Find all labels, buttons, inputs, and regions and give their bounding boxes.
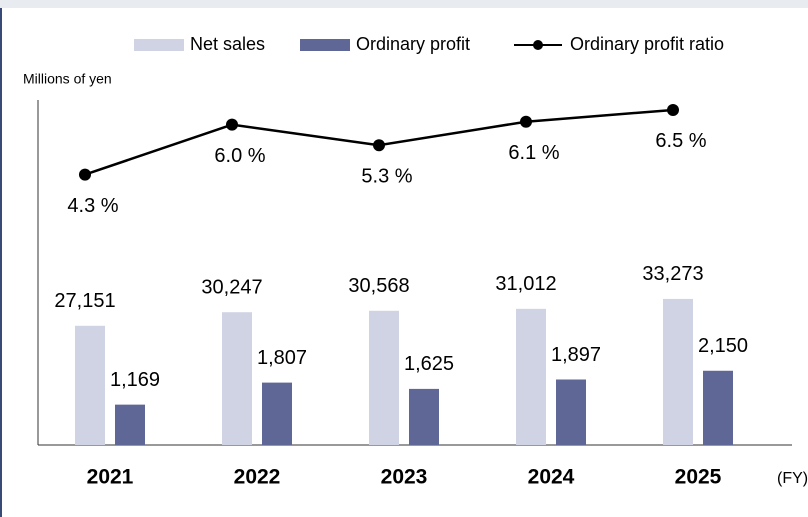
point <box>79 168 91 181</box>
bar <box>222 312 252 445</box>
value-label: 30,247 <box>201 276 262 298</box>
value-label: 6.1 % <box>508 142 559 164</box>
legend-swatch <box>533 40 543 50</box>
value-label: 27,151 <box>54 290 115 312</box>
bar <box>369 310 399 445</box>
bar <box>516 308 546 445</box>
value-label: 6.0 % <box>214 145 265 167</box>
value-label: 2,150 <box>698 335 748 357</box>
value-label: 1,169 <box>110 369 160 391</box>
x-tick-label: 2025 <box>675 466 722 489</box>
point <box>226 118 238 131</box>
legend-label: Ordinary profit ratio <box>570 34 724 54</box>
value-label: 4.3 % <box>67 195 118 217</box>
value-label: 1,897 <box>551 344 601 366</box>
bar <box>663 298 693 445</box>
point <box>520 115 532 128</box>
top-band <box>0 0 808 8</box>
point <box>373 139 385 152</box>
x-tick-label: 2023 <box>381 466 428 489</box>
value-label: 1,625 <box>404 353 454 375</box>
legend-label: Ordinary profit <box>356 34 470 54</box>
legend-swatch <box>300 39 350 51</box>
bar <box>409 388 439 445</box>
y-axis-label: Millions of yen <box>23 71 112 87</box>
value-label: 30,568 <box>348 275 409 297</box>
value-label: 1,807 <box>257 347 307 369</box>
point <box>667 103 679 116</box>
left-edge <box>0 8 2 517</box>
bar <box>703 370 733 445</box>
legend-swatch <box>134 39 184 51</box>
x-tick-label: 2022 <box>234 466 281 489</box>
bar <box>262 382 292 445</box>
value-label: 31,012 <box>495 273 556 295</box>
x-tick-label: 2021 <box>87 466 134 489</box>
value-label: 6.5 % <box>655 130 706 152</box>
bar <box>115 404 145 445</box>
x-axis-label: (FY) <box>777 470 808 487</box>
value-label: 33,273 <box>642 263 703 285</box>
legend-label: Net sales <box>190 34 265 54</box>
value-label: 5.3 % <box>361 166 412 188</box>
bar <box>75 325 105 445</box>
x-tick-label: 2024 <box>528 466 575 489</box>
bar <box>556 379 586 445</box>
